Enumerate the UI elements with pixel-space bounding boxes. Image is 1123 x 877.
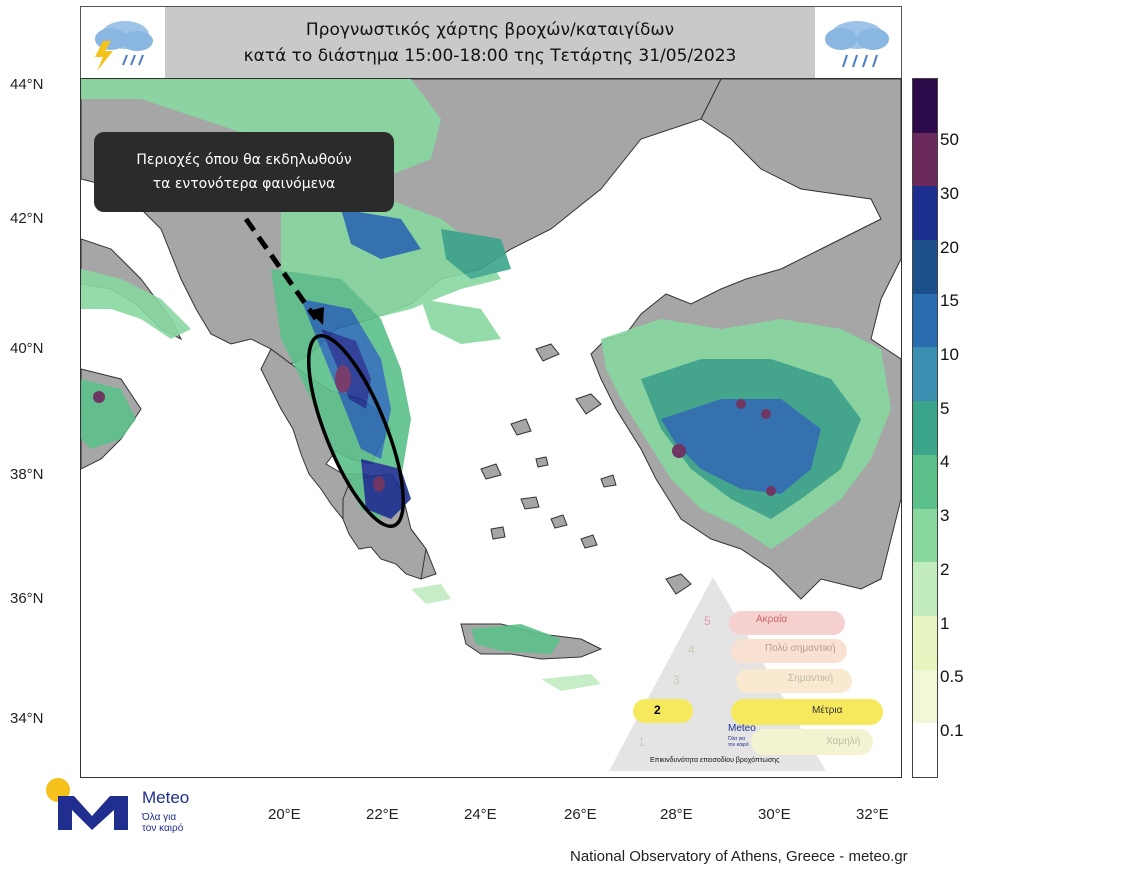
colorbar-label-1: 1 <box>940 614 950 633</box>
colorbar-segment <box>913 669 937 724</box>
lat-label-40: 40°N <box>10 340 44 357</box>
risk-num-1: 1 <box>638 735 645 749</box>
map-title: Προγνωστικός χάρτης βροχών/καταιγίδων κα… <box>165 7 815 79</box>
colorbar-segment <box>913 562 937 616</box>
colorbar <box>912 78 938 778</box>
colorbar-label-20: 20 <box>940 238 959 257</box>
colorbar-label-5: 5 <box>940 399 950 418</box>
colorbar-segment <box>913 615 937 670</box>
lon-label-24: 24°E <box>464 806 497 823</box>
lat-label-38: 38°N <box>10 466 44 483</box>
callout-line-1: Περιοχές όπου θα εκδηλωθούν <box>136 152 352 168</box>
risk-logo-sub2: τον καιρό <box>728 742 749 748</box>
colorbar-segment <box>913 723 937 777</box>
callout-box: Περιοχές όπου θα εκδηλωθούν τα εντονότερ… <box>94 132 394 212</box>
colorbar-label-10: 10 <box>940 345 959 364</box>
risk-caption: Επικινδυνότητα επεισοδίου βροχόπτωσης <box>650 757 780 764</box>
map-header: Προγνωστικός χάρτης βροχών/καταιγίδων κα… <box>80 6 902 80</box>
colorbar-segment <box>913 508 937 563</box>
risk-pyramid-graphic <box>609 577 883 771</box>
risk-logo-text: Meteo <box>728 723 756 734</box>
colorbar-label-2: 2 <box>940 560 950 579</box>
colorbar-segment <box>913 240 937 294</box>
map-canvas <box>81 79 901 771</box>
title-line-1: Προγνωστικός χάρτης βροχών/καταιγίδων <box>305 20 675 40</box>
precipitation-map <box>80 78 902 778</box>
colorbar-label-0-1: 0.1 <box>940 721 964 740</box>
logo-tagline: Όλα για τον καιρό <box>142 812 212 834</box>
lat-label-44: 44°N <box>10 76 44 93</box>
colorbar-segment <box>913 293 937 348</box>
colorbar-segment <box>913 186 937 241</box>
colorbar-segment <box>913 401 937 455</box>
lon-label-28: 28°E <box>660 806 693 823</box>
risk-level-5: Ακραία <box>756 614 788 625</box>
lat-label-42: 42°N <box>10 210 44 227</box>
colorbar-segment <box>913 132 937 187</box>
colorbar-label-0-5: 0.5 <box>940 667 964 686</box>
lat-label-36: 36°N <box>10 590 44 607</box>
risk-num-3: 3 <box>673 673 680 687</box>
risk-num-4: 4 <box>688 643 695 657</box>
colorbar-label-4: 4 <box>940 452 950 471</box>
title-line-2: κατά το διάστημα 15:00-18:00 της Τετάρτη… <box>243 46 737 66</box>
rain-cloud-icon <box>825 21 889 68</box>
meteo-logo-icon <box>46 778 128 830</box>
risk-level-2: Μέτρια <box>812 705 843 716</box>
colorbar-segment <box>913 347 937 402</box>
callout-line-2: τα εντονότερα φαινόμενα <box>152 176 336 192</box>
logo-tagline-1: Όλα για <box>142 812 177 823</box>
risk-level-4: Πολύ σημαντική <box>765 643 836 654</box>
storm-cloud-icon <box>95 21 153 71</box>
risk-level-3: Σημαντική <box>788 673 834 684</box>
risk-logo-sub1: Όλα για <box>728 736 746 742</box>
lon-label-30: 30°E <box>758 806 791 823</box>
logo-tagline-2: τον καιρό <box>142 823 184 834</box>
lon-label-32: 32°E <box>856 806 889 823</box>
risk-num-2: 2 <box>654 703 661 717</box>
risk-num-5: 5 <box>704 614 711 628</box>
lon-label-22: 22°E <box>366 806 399 823</box>
risk-level-1: Χαμηλή <box>826 736 861 747</box>
colorbar-label-50: 50 <box>940 130 959 149</box>
lat-label-34: 34°N <box>10 710 44 727</box>
meteo-logo: Meteo Όλα για τον καιρό <box>44 776 214 836</box>
colorbar-segment <box>913 454 937 509</box>
colorbar-label-15: 15 <box>940 291 959 310</box>
lon-label-26: 26°E <box>564 806 597 823</box>
colorbar-segment <box>913 79 937 133</box>
source-credit: National Observatory of Athens, Greece -… <box>570 848 908 865</box>
logo-name: Meteo <box>142 788 190 807</box>
colorbar-label-3: 3 <box>940 506 950 525</box>
lon-label-20: 20°E <box>268 806 301 823</box>
colorbar-label-30: 30 <box>940 184 959 203</box>
